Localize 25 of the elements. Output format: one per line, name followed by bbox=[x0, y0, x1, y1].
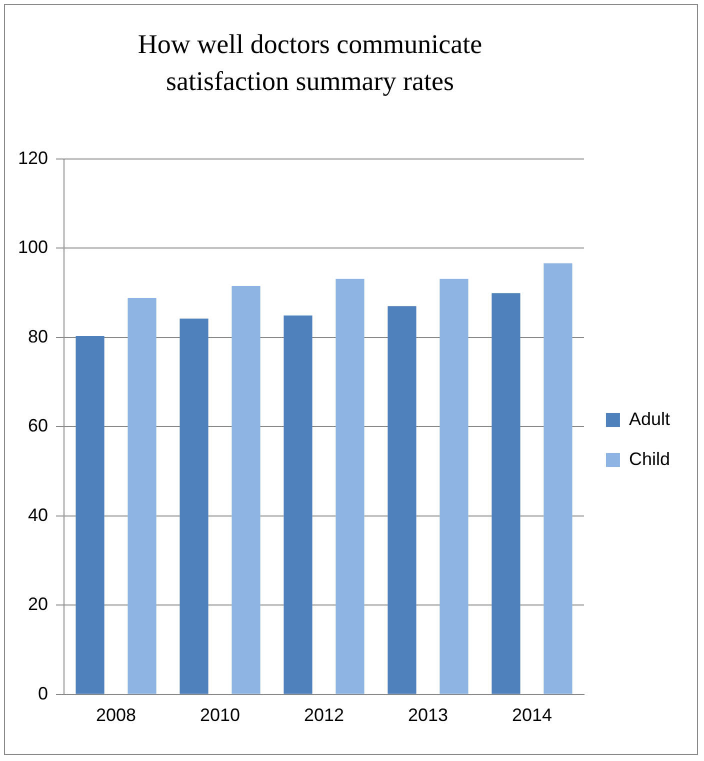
bar bbox=[544, 263, 572, 694]
x-tick-label: 2012 bbox=[304, 705, 344, 726]
x-tick-label: 2013 bbox=[408, 705, 448, 726]
bar bbox=[128, 298, 156, 694]
bar bbox=[440, 278, 468, 694]
legend-label: Child bbox=[628, 448, 670, 469]
bar bbox=[492, 293, 520, 694]
y-tick-label: 40 bbox=[28, 504, 48, 525]
chart-title: How well doctors communicate satisfaction summary rates bbox=[136, 28, 484, 98]
y-tick-label: 80 bbox=[28, 326, 48, 346]
bar bbox=[388, 306, 416, 694]
x-tick-label: 2008 bbox=[96, 705, 136, 726]
bar bbox=[284, 315, 312, 694]
y-tick-label: 120 bbox=[18, 148, 48, 168]
bar bbox=[232, 286, 260, 694]
bar bbox=[76, 336, 104, 694]
y-tick-label: 20 bbox=[28, 594, 48, 614]
legend-label: Adult bbox=[628, 408, 670, 429]
bar bbox=[180, 318, 208, 694]
bar bbox=[336, 278, 364, 694]
x-tick-label: 2010 bbox=[200, 705, 240, 726]
y-tick-label: 60 bbox=[28, 416, 48, 436]
x-tick-label: 2014 bbox=[512, 705, 552, 726]
y-tick-label: 100 bbox=[18, 237, 48, 258]
y-tick-label: 0 bbox=[38, 683, 48, 704]
